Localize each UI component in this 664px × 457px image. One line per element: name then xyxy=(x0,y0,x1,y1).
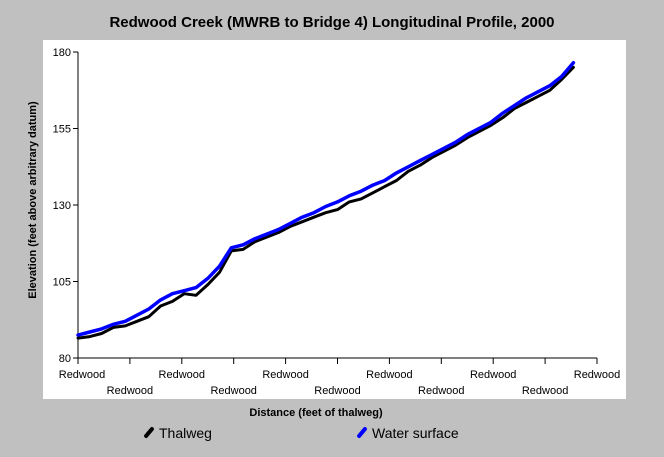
series-layer xyxy=(76,60,576,340)
x-tick-label: Redwood xyxy=(159,369,205,381)
y-tick-label: 105 xyxy=(53,277,71,289)
x-axis-title: Distance (feet of thalweg) xyxy=(249,407,383,419)
y-tick-label: 180 xyxy=(53,47,71,59)
y-tick-label: 130 xyxy=(53,200,71,212)
legend-label-water-surface: Water surface xyxy=(372,425,459,441)
x-tick-label: Redwood xyxy=(574,369,620,381)
axes: 80105130155180RedwoodRedwoodRedwoodRedwo… xyxy=(53,47,621,397)
x-tick-label: Redwood xyxy=(210,385,256,397)
y-tick-label: 80 xyxy=(59,353,71,365)
x-tick-label: Redwood xyxy=(314,385,360,397)
x-tick-label: Redwood xyxy=(59,369,105,381)
legend-item-water-surface: Water surface xyxy=(356,425,459,441)
x-tick-label: Redwood xyxy=(366,369,412,381)
series-water-surface-line xyxy=(76,60,576,337)
x-tick-label: Redwood xyxy=(418,385,464,397)
x-tick-label: Redwood xyxy=(262,369,308,381)
x-tick-label: Redwood xyxy=(107,385,153,397)
y-axis-title: Elevation (feet above arbitrary datum) xyxy=(27,101,39,299)
x-tick-label: Redwood xyxy=(470,369,516,381)
x-tick-label: Redwood xyxy=(522,385,568,397)
legend-item-thalweg: Thalweg xyxy=(143,425,212,441)
legend-label-thalweg: Thalweg xyxy=(159,425,212,441)
y-tick-label: 155 xyxy=(53,124,71,136)
series-thalweg-line xyxy=(76,65,575,340)
chart-title: Redwood Creek (MWRB to Bridge 4) Longitu… xyxy=(109,14,555,31)
